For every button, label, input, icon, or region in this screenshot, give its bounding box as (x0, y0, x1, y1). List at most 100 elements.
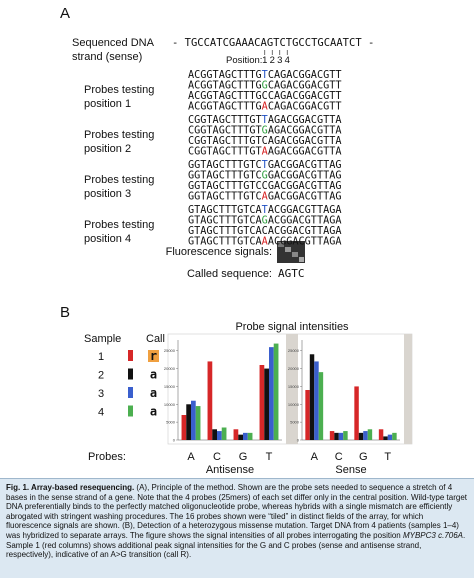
called-sequence: AGTC (278, 267, 305, 280)
probe-sequence: GTAGCTTTGTCATACGGACGTTAGA (188, 205, 342, 216)
sample-call: a (150, 386, 157, 400)
caption: Fig. 1. Array-based resequencing. (A), P… (0, 478, 474, 578)
group-label: Probes testing (84, 129, 154, 141)
bar (212, 429, 217, 440)
bar (305, 390, 310, 440)
bar (378, 429, 384, 440)
x-tick-label: A (187, 451, 195, 463)
x-tick-label: T (384, 451, 391, 463)
group-label: position 2 (84, 143, 131, 155)
position-number: 4 (285, 55, 290, 66)
caption-text: . Sample 1 (red columns) shows additiona… (6, 530, 466, 560)
group-label: position 3 (84, 188, 131, 200)
bar (186, 404, 191, 440)
bar (269, 347, 274, 440)
y-tick-label: 0 (297, 438, 300, 443)
bar (354, 386, 359, 440)
call-header: Call (146, 333, 165, 345)
sample-id: 3 (98, 388, 104, 400)
bar (363, 431, 368, 440)
x-tick-label: G (239, 451, 248, 463)
chart-title: Probe signal intensities (235, 321, 349, 333)
bar (243, 432, 248, 440)
separator (286, 334, 298, 444)
panel-label: A (60, 5, 70, 22)
x-tick-label: C (213, 451, 221, 463)
group-label: position 1 (84, 98, 131, 110)
separator (404, 334, 412, 444)
bar (383, 436, 388, 440)
bar (264, 368, 269, 440)
bar (181, 415, 187, 440)
sample-id: 4 (98, 407, 104, 419)
y-tick-label: 10000 (164, 402, 176, 407)
bar (259, 365, 265, 440)
panel-label: B (60, 304, 70, 321)
sample-id: 2 (98, 370, 104, 382)
bar (334, 432, 339, 440)
sample-color (128, 368, 133, 380)
x-tick-label: A (311, 451, 319, 463)
probe-sequence: GGTAGCTTTGTCAGACGGACGTTAG (188, 192, 342, 203)
position-number: 3 (277, 55, 282, 66)
group-label: position 4 (84, 233, 131, 245)
position-label: Position: (226, 55, 262, 66)
sequence: - TGCCATCGAAACAGTCTGCCTGCAATCT - (172, 37, 374, 49)
bar (273, 343, 279, 440)
sequence-label: Sequenced DNA (72, 37, 155, 49)
fluorescence-image (277, 241, 305, 263)
bar (217, 431, 222, 440)
bar (207, 361, 213, 440)
caption-title: Fig. 1. Array-based resequencing. (6, 483, 135, 492)
bar (318, 372, 324, 440)
fluorescence-label: Fluorescence signals: (166, 246, 272, 258)
bar (358, 432, 364, 440)
y-tick-label: 25000 (164, 348, 176, 353)
x-axis-label: Sense (335, 464, 366, 476)
probe-sequence: ACGGTAGCTTTGCCAGACGGACGTT (188, 91, 342, 102)
probe-sequence: GTAGCTTTGTCAGACGGACGTTAGA (188, 216, 342, 227)
called-label: Called sequence: (187, 268, 272, 280)
bar (233, 429, 239, 440)
call-highlight (148, 350, 159, 362)
y-tick-label: 10000 (288, 402, 300, 407)
y-tick-label: 15000 (164, 384, 176, 389)
x-tick-label: C (335, 451, 343, 463)
bar (191, 400, 196, 440)
group-label: Probes testing (84, 219, 154, 231)
probe-sequence: ACGGTAGCTTTGGCAGACGGACGTT (188, 81, 342, 92)
probe-sequence: CGGTAGCTTTGTCAGACGGACGTTA (188, 136, 342, 147)
probe-sequence: GTAGCTTTGTCAAACGGACGTTAGA (188, 237, 342, 248)
y-tick-label: 0 (173, 438, 176, 443)
probe-sequence: ACGGTAGCTTTGTCAGACGGACGTT (188, 70, 342, 81)
sample-call: r (150, 349, 157, 363)
position-number: 2 (270, 55, 275, 66)
bar (195, 406, 201, 440)
bar (392, 432, 397, 440)
x-axis-label: Antisense (206, 464, 254, 476)
sample-color (128, 405, 133, 417)
probe-sequence: CGGTAGCTTTGTAAGACGGACGTTA (188, 147, 342, 158)
y-tick-label: 20000 (288, 366, 300, 371)
position-number: 1 (262, 55, 267, 66)
bar (338, 432, 344, 440)
probe-sequence: GGTAGCTTTGTCTGACGGACGTTAG (188, 160, 342, 171)
probe-sequence: GGTAGCTTTGTCCGACGGACGTTAG (188, 181, 342, 192)
bar (367, 429, 373, 440)
x-tick-label: T (266, 451, 273, 463)
probe-sequence: CGGTAGCTTTGTGAGACGGACGTTA (188, 126, 342, 137)
bar (387, 434, 393, 440)
probe-sequence: GTAGCTTTGTCACACGGACGTTAGA (188, 226, 342, 237)
probe-sequence: ACGGTAGCTTTGACAGACGGACGTT (188, 102, 342, 113)
bar (221, 427, 227, 440)
sample-id: 1 (98, 351, 104, 363)
sample-color (128, 350, 133, 361)
x-tick-label: G (359, 451, 368, 463)
caption-gene: MYBPC3 c.706A (402, 530, 463, 540)
group-label: Probes testing (84, 84, 154, 96)
y-tick-label: 25000 (288, 348, 300, 353)
probes-label: Probes: (88, 451, 126, 463)
y-tick-label: 20000 (164, 366, 176, 371)
caption-text: (A), Principle of the method. Shown are … (6, 483, 467, 540)
